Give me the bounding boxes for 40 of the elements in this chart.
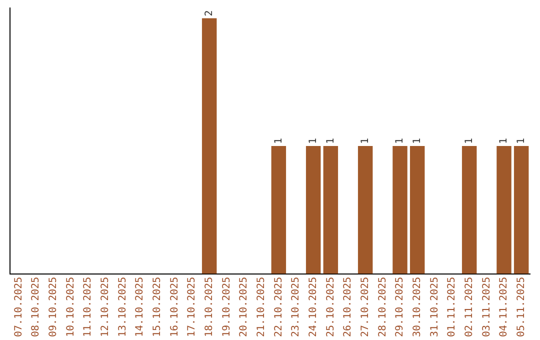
x-tick-label: 16.10.2025 xyxy=(169,276,180,338)
x-tick-label: 17.10.2025 xyxy=(186,276,198,338)
x-tick-label: 10.10.2025 xyxy=(65,276,76,338)
x-tick-label: 04.11.2025 xyxy=(498,276,510,338)
x-tick-label: 07.10.2025 xyxy=(13,276,24,338)
x-tick-label: 18.10.2025 xyxy=(204,276,215,338)
x-tick-label: 24.10.2025 xyxy=(308,276,319,338)
data-label: 1 xyxy=(498,138,510,144)
data-label: 1 xyxy=(308,138,319,144)
x-tick-label: 29.10.2025 xyxy=(394,276,406,338)
data-label: 1 xyxy=(273,138,284,144)
x-tick-label: 22.10.2025 xyxy=(273,276,284,338)
x-tick-label: 03.11.2025 xyxy=(481,276,492,338)
x-tick-label: 26.10.2025 xyxy=(342,276,354,338)
data-label: 1 xyxy=(394,138,406,144)
x-tick-label: 20.10.2025 xyxy=(238,276,250,338)
x-tick-label: 02.11.2025 xyxy=(464,276,475,338)
x-tick-label: 27.10.2025 xyxy=(360,276,371,338)
data-label: 1 xyxy=(516,138,527,144)
x-tick-label: 31.10.2025 xyxy=(429,276,440,338)
x-tick-label: 19.10.2025 xyxy=(221,276,232,338)
data-label: 1 xyxy=(360,138,371,144)
x-tick-label: 14.10.2025 xyxy=(134,276,146,338)
x-tick-label: 09.10.2025 xyxy=(48,276,59,338)
x-tick-label: 05.11.2025 xyxy=(516,276,527,338)
x-tick-label: 28.10.2025 xyxy=(377,276,388,338)
x-tick-label: 12.10.2025 xyxy=(100,276,111,338)
data-label: 1 xyxy=(412,138,423,144)
x-tick-label: 08.10.2025 xyxy=(30,276,42,338)
x-tick-label: 25.10.2025 xyxy=(325,276,336,338)
x-tick-label: 23.10.2025 xyxy=(290,276,302,338)
x-tick-label: 11.10.2025 xyxy=(82,276,94,338)
data-label: 2 xyxy=(204,10,215,16)
x-tick-label: 01.11.2025 xyxy=(446,276,458,338)
x-tick-label: 30.10.2025 xyxy=(412,276,423,338)
data-label: 1 xyxy=(464,138,475,144)
data-label: 1 xyxy=(325,138,336,144)
x-tick-label: 13.10.2025 xyxy=(117,276,128,338)
x-tick-label: 15.10.2025 xyxy=(152,276,163,338)
x-tick-label: 21.10.2025 xyxy=(256,276,267,338)
